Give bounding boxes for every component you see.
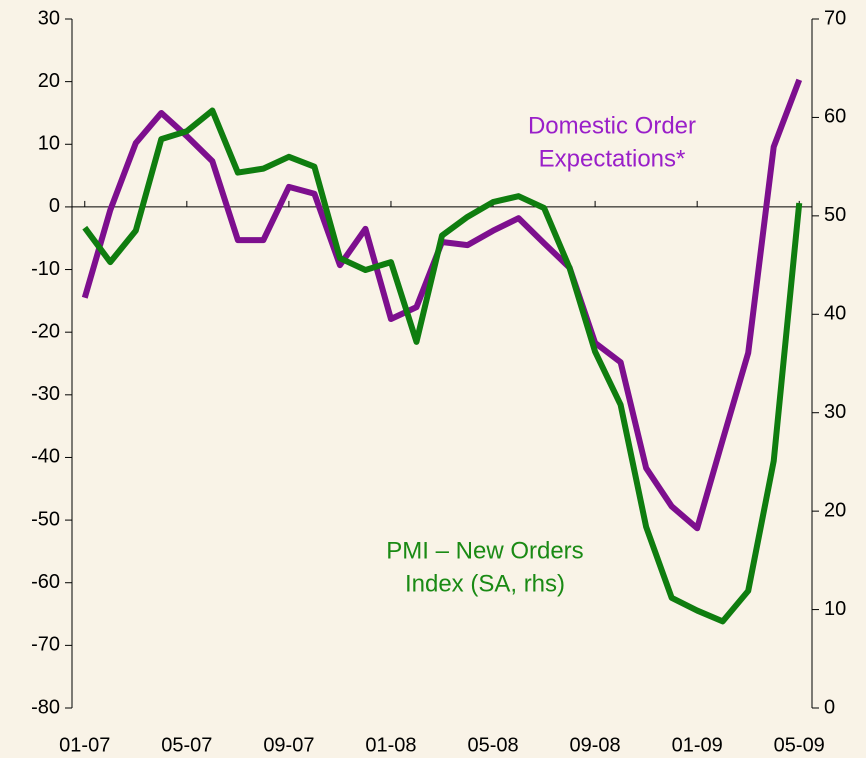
x-tick-label: 09-08 — [570, 734, 621, 756]
x-tick-label: 05-09 — [774, 734, 825, 756]
y-tick-label: 20 — [38, 70, 60, 92]
annotation: Expectations* — [539, 145, 686, 172]
series-line — [81, 78, 803, 532]
y2-tick-label: 0 — [824, 696, 835, 718]
y2-tick-label: 70 — [824, 7, 846, 29]
x-tick-label: 01-07 — [59, 734, 110, 756]
y-tick-label: -50 — [31, 508, 60, 530]
y-tick-label: 30 — [38, 7, 60, 29]
y2-tick-label: 10 — [824, 598, 846, 620]
y-tick-label: -20 — [31, 320, 60, 342]
annotation: PMI – New Orders — [386, 537, 583, 564]
x-tick-label: 05-08 — [467, 734, 518, 756]
y-tick-label: -70 — [31, 634, 60, 656]
x-tick-label: 05-07 — [161, 734, 212, 756]
y-tick-label: -10 — [31, 258, 60, 280]
y2-tick-label: 50 — [824, 204, 846, 226]
y-tick-label: 10 — [38, 133, 60, 155]
x-tick-label: 09-07 — [263, 734, 314, 756]
y2-tick-label: 60 — [824, 106, 846, 128]
y-tick-label: -40 — [31, 446, 60, 468]
y-tick-label: -80 — [31, 696, 60, 718]
series-line — [82, 107, 803, 625]
annotation: Index (SA, rhs) — [405, 570, 565, 597]
y-tick-label: -30 — [31, 383, 60, 405]
y-tick-label: -60 — [31, 571, 60, 593]
y2-tick-label: 20 — [824, 499, 846, 521]
y2-tick-label: 40 — [824, 303, 846, 325]
x-tick-label: 01-08 — [365, 734, 416, 756]
annotation: Domestic Order — [528, 112, 696, 139]
x-tick-label: 01-09 — [672, 734, 723, 756]
y2-tick-label: 30 — [824, 401, 846, 423]
y-tick-label: 0 — [49, 195, 60, 217]
